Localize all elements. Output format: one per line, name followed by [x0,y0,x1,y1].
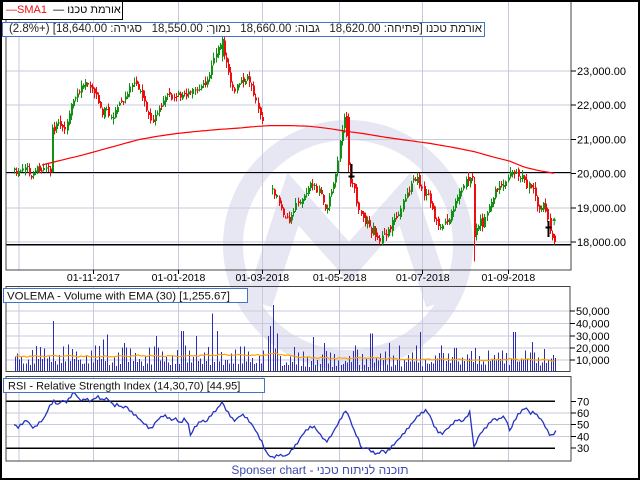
svg-text:22,000.00: 22,000.00 [577,100,626,112]
svg-text:01-05-2018: 01-05-2018 [313,272,367,284]
svg-text:40: 40 [577,432,589,444]
svg-text:21,000.00: 21,000.00 [577,134,626,146]
svg-text:60: 60 [577,408,589,420]
svg-text:18,000.00: 18,000.00 [577,237,626,249]
svg-text:30: 30 [577,443,589,455]
svg-text:50: 50 [577,420,589,432]
svg-text:01-09-2018: 01-09-2018 [482,272,536,284]
svg-text:01-07-2018: 01-07-2018 [396,272,450,284]
svg-text:20,000.00: 20,000.00 [577,169,626,181]
svg-text:10,000: 10,000 [576,355,610,367]
svg-text:01-03-2018: 01-03-2018 [235,272,289,284]
svg-text:23,000.00: 23,000.00 [577,66,626,78]
svg-text:50,000: 50,000 [576,306,610,318]
svg-text:20,000: 20,000 [576,343,610,355]
svg-text:40,000: 40,000 [576,319,610,331]
svg-text:01-01-2018: 01-01-2018 [152,272,206,284]
svg-text:01-11-2017: 01-11-2017 [67,272,120,284]
svg-text:VOLEMA - Volume with EMA (30): VOLEMA - Volume with EMA (30) [1,255.67] [7,291,230,303]
svg-text:30,000: 30,000 [576,331,610,343]
svg-text:70: 70 [577,396,589,408]
svg-text:RSI - Relative Strength Index: RSI - Relative Strength Index (14,30,70)… [8,381,240,393]
svg-text:19,000.00: 19,000.00 [577,203,626,215]
